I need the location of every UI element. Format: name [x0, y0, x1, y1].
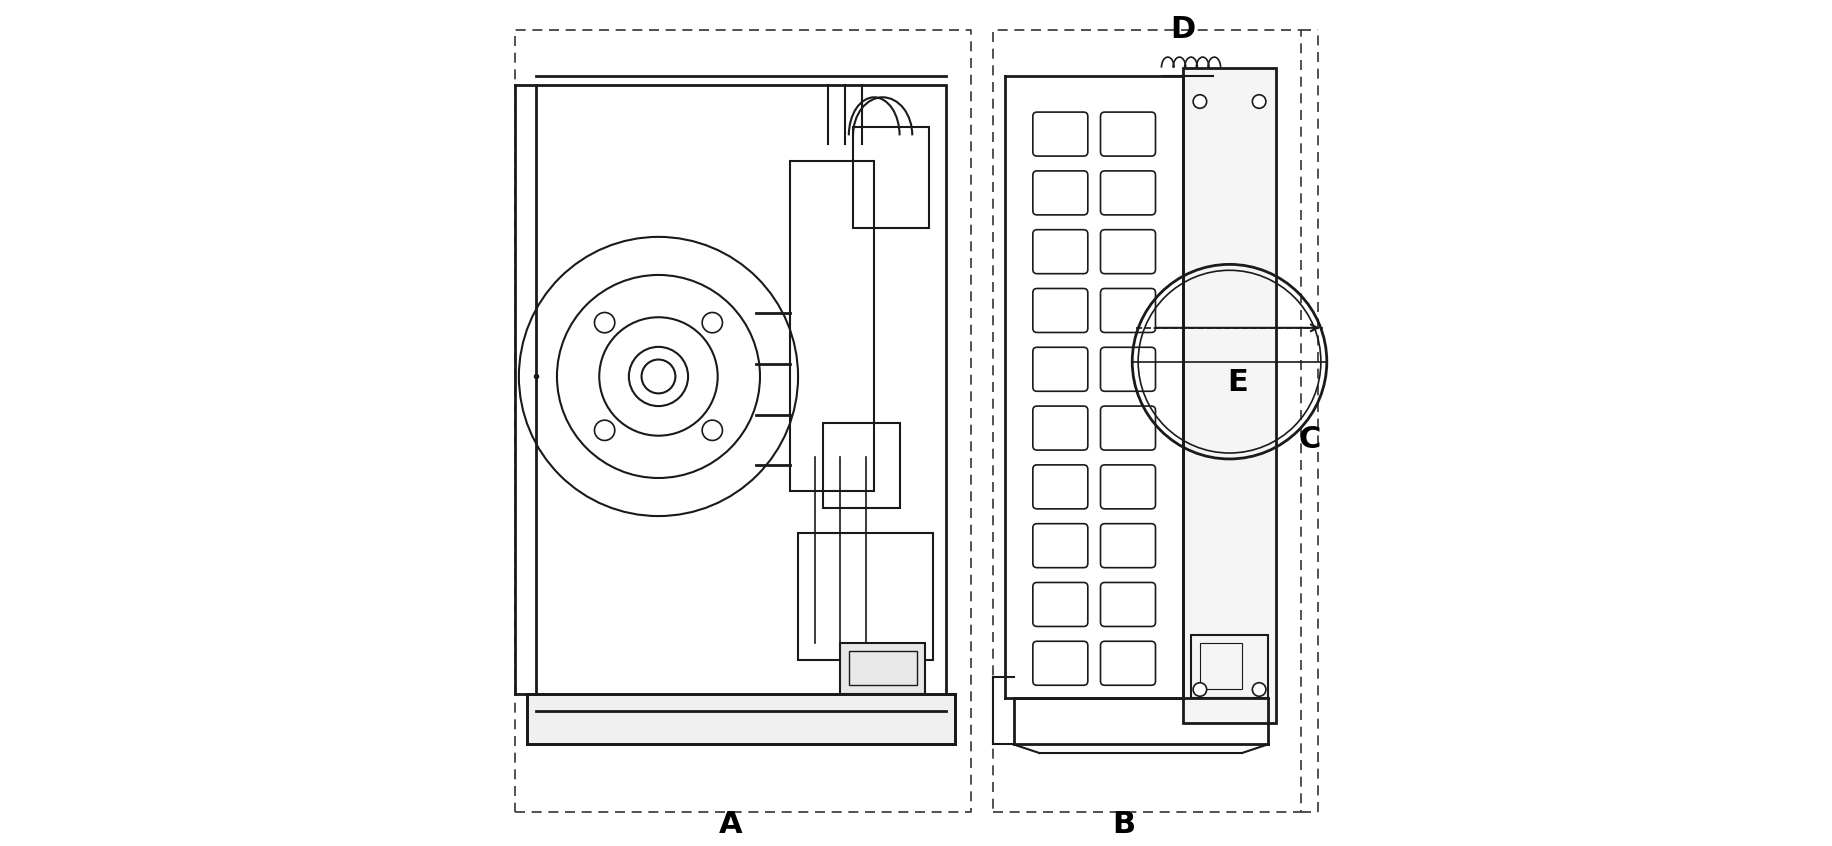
- FancyBboxPatch shape: [1031, 583, 1086, 627]
- FancyBboxPatch shape: [1099, 288, 1154, 332]
- FancyBboxPatch shape: [839, 643, 925, 694]
- Text: C: C: [1299, 426, 1321, 454]
- FancyBboxPatch shape: [1099, 171, 1154, 215]
- FancyBboxPatch shape: [1099, 524, 1154, 568]
- FancyBboxPatch shape: [1031, 229, 1086, 274]
- FancyBboxPatch shape: [1031, 465, 1086, 509]
- FancyBboxPatch shape: [1031, 524, 1086, 568]
- FancyBboxPatch shape: [1099, 583, 1154, 627]
- FancyBboxPatch shape: [1099, 229, 1154, 274]
- Text: E: E: [1227, 368, 1248, 398]
- FancyBboxPatch shape: [1031, 171, 1086, 215]
- Circle shape: [1251, 95, 1266, 108]
- FancyBboxPatch shape: [1031, 406, 1086, 450]
- FancyBboxPatch shape: [1099, 113, 1154, 156]
- FancyBboxPatch shape: [1031, 347, 1086, 392]
- FancyBboxPatch shape: [1099, 465, 1154, 509]
- Text: B: B: [1112, 810, 1134, 839]
- FancyBboxPatch shape: [1182, 68, 1275, 723]
- Circle shape: [1251, 683, 1266, 696]
- Circle shape: [1193, 683, 1205, 696]
- Text: A: A: [718, 810, 742, 839]
- Text: D: D: [1169, 15, 1194, 44]
- FancyBboxPatch shape: [1031, 288, 1086, 332]
- FancyBboxPatch shape: [1099, 347, 1154, 392]
- FancyBboxPatch shape: [1031, 641, 1086, 685]
- Circle shape: [1193, 95, 1205, 108]
- FancyBboxPatch shape: [1099, 641, 1154, 685]
- FancyBboxPatch shape: [1099, 406, 1154, 450]
- FancyBboxPatch shape: [1031, 113, 1086, 156]
- FancyBboxPatch shape: [528, 694, 954, 744]
